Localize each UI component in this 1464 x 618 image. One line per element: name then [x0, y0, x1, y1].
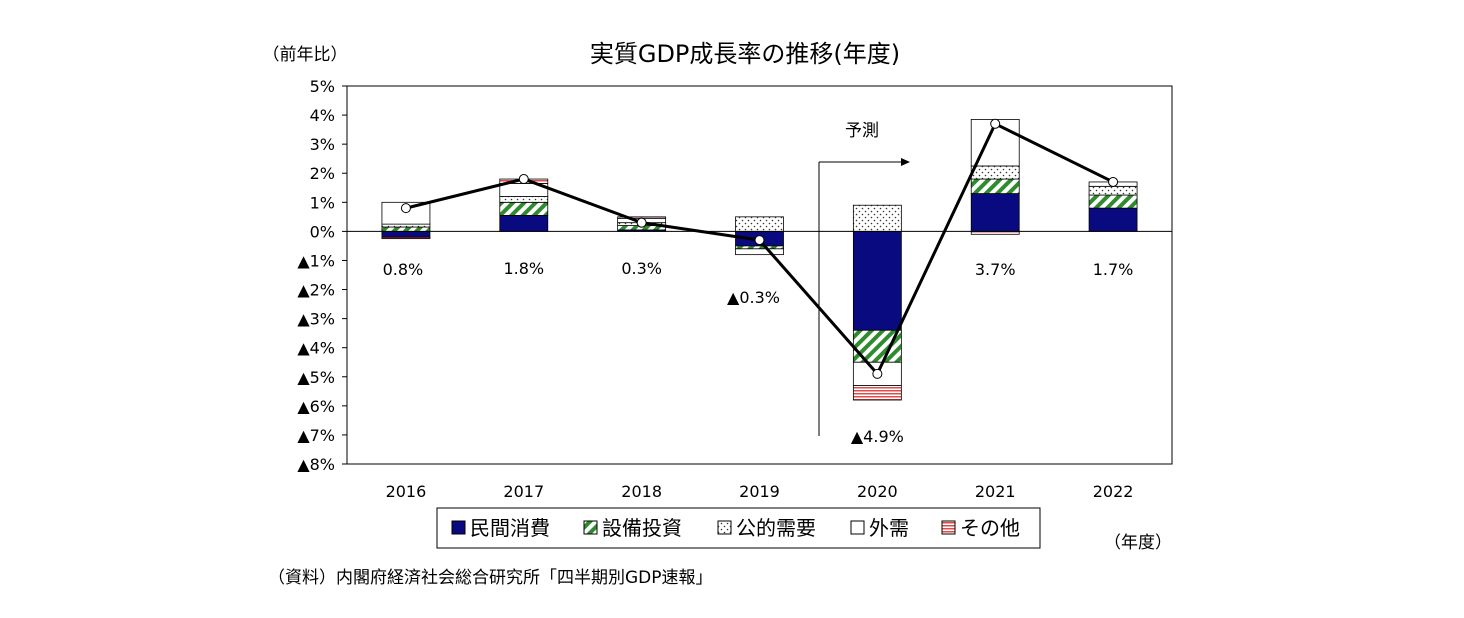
bar-capex	[499, 201, 549, 216]
bar-private_consumption	[970, 193, 1020, 232]
y-tick-label: 3%	[310, 135, 335, 154]
bar-external_demand	[735, 248, 784, 256]
forecast-marker: 予測	[818, 121, 910, 436]
y-tick-label: 0%	[310, 222, 335, 241]
legend-label: 民間消費	[470, 516, 550, 540]
data-label: 0.3%	[621, 259, 662, 278]
gdp-growth-point	[518, 174, 529, 185]
y-tick-label: 4%	[310, 106, 335, 125]
x-tick-label: 2019	[739, 482, 780, 501]
x-tick-label: 2021	[975, 482, 1016, 501]
bar-public_demand	[381, 223, 431, 228]
y-axis-unit-label: （前年比）	[263, 45, 348, 65]
bar-capex	[1088, 194, 1138, 209]
data-label: 1.7%	[1093, 260, 1134, 279]
legend-label: 設備投資	[602, 516, 682, 540]
y-tick-label: ▲3%	[297, 310, 335, 329]
bar-other	[381, 236, 431, 240]
legend-swatch-capex	[583, 520, 598, 535]
x-axis: 2016 2017 2018 2019 2020 2021 2022	[386, 482, 1134, 501]
legend-swatch-external_demand	[850, 520, 865, 535]
data-label: 3.7%	[975, 260, 1016, 279]
bar-private_consumption	[499, 214, 549, 232]
legend-label: 公的需要	[736, 516, 816, 540]
bar-external_demand	[381, 201, 431, 225]
data-label: ▲4.9%	[851, 427, 904, 446]
bar-public_demand	[970, 165, 1020, 180]
y-tick-label: ▲5%	[297, 368, 335, 387]
bar-public_demand	[852, 204, 902, 232]
forecast-label: 予測	[845, 121, 879, 141]
bar-capex	[735, 245, 784, 250]
y-tick-label: ▲1%	[297, 251, 335, 270]
forecast-arrow-head	[901, 158, 910, 166]
chart-title: 実質GDP成長率の推移(年度)	[590, 40, 900, 68]
bars	[381, 119, 1138, 401]
y-tick-label: 1%	[310, 193, 335, 212]
gdp-growth-point	[1108, 176, 1119, 187]
bar-public_demand	[499, 196, 549, 203]
gdp-growth-point	[872, 368, 883, 379]
legend-label: その他	[960, 516, 1020, 540]
bar-other	[852, 385, 902, 401]
source-note: （資料）内閣府経済社会総合研究所「四半期別GDP速報」	[268, 568, 713, 588]
bar-capex	[970, 178, 1020, 194]
legend: 民間消費 設備投資 公的需要 外需 その他	[436, 507, 1041, 549]
x-tick-label: 2018	[621, 482, 662, 501]
y-tick-label: ▲8%	[297, 455, 335, 474]
x-tick-label: 2022	[1093, 482, 1134, 501]
x-tick-label: 2020	[857, 482, 898, 501]
data-label: ▲0.3%	[727, 288, 780, 307]
data-label: 1.8%	[503, 259, 544, 278]
x-tick-label: 2016	[386, 482, 427, 501]
gdp-growth-line-group	[400, 118, 1119, 379]
bar-private_consumption	[852, 230, 902, 331]
gdp-growth-point	[990, 118, 1001, 129]
y-axis: 5% 4% 3% 2% 1% 0% ▲1% ▲2% ▲3% ▲4% ▲5% ▲6% ▲7% ▲8%	[297, 77, 347, 474]
legend-box	[436, 507, 1041, 549]
y-tick-label: ▲4%	[297, 339, 335, 358]
gdp-growth-point	[754, 235, 765, 246]
y-tick-label: 5%	[310, 77, 335, 96]
legend-swatch-private_consumption	[451, 520, 466, 535]
x-axis-unit-label: （年度）	[1104, 533, 1172, 553]
legend-swatch-other	[941, 520, 956, 535]
plot-area	[346, 85, 1173, 465]
gdp-growth-point	[636, 217, 647, 228]
data-labels: 0.8% 1.8% 0.3% ▲0.3% ▲4.9% 3.7% 1.7%	[383, 259, 1134, 446]
y-tick-label: ▲2%	[297, 281, 335, 300]
bar-private_consumption	[1088, 207, 1138, 232]
y-tick-label: ▲6%	[297, 397, 335, 416]
bar-public_demand	[1088, 185, 1138, 196]
plot-border	[346, 85, 1173, 465]
y-tick-label: 2%	[310, 164, 335, 183]
bar-capex	[381, 226, 431, 232]
data-label: 0.8%	[383, 260, 424, 279]
legend-swatch-public_demand	[717, 520, 732, 535]
bar-public_demand	[735, 216, 784, 232]
bar-private_consumption	[381, 230, 431, 238]
legend-label: 外需	[869, 516, 909, 540]
gdp-growth-point	[400, 203, 411, 214]
x-tick-label: 2017	[503, 482, 544, 501]
y-tick-label: ▲7%	[297, 426, 335, 445]
